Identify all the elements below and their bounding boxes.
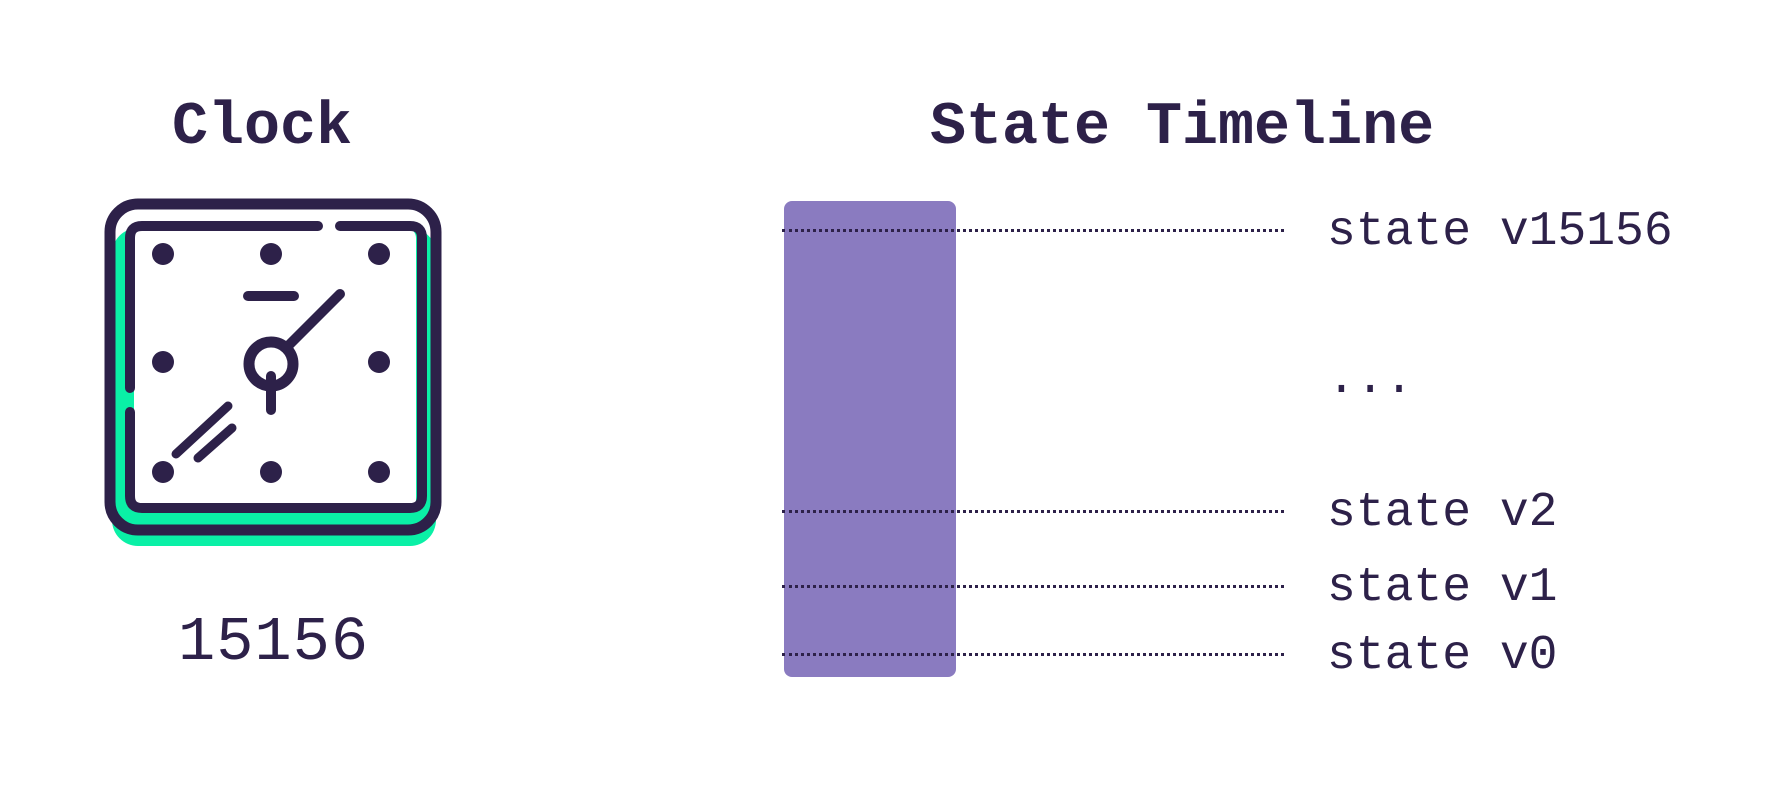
state-label-v2: state v2 [1327,486,1558,540]
clock-glare-short [193,423,237,463]
state-line-v0 [782,653,1284,656]
clock-minute-hand [281,289,345,353]
clock-glare-long [171,401,233,459]
clock-icon [104,198,442,546]
state-label-v0: state v0 [1327,629,1558,683]
clock-counter: 15156 [178,607,370,678]
state-label-v1: state v1 [1327,561,1558,615]
state-line-v15156 [782,229,1284,232]
clock-hour-dots [152,243,390,483]
clock-inner-frame [125,221,427,513]
state-line-v1 [782,585,1284,588]
state-label-v15156: state v15156 [1327,205,1673,259]
state-line-v2 [782,510,1284,513]
clock-title: Clock [172,94,353,162]
clock-outer-frame [104,198,442,536]
clock-inner-face [134,228,416,510]
timeline-title: State Timeline [930,94,1435,162]
timeline-bar [784,201,956,677]
state-label-ellipsis: ... [1327,353,1414,407]
